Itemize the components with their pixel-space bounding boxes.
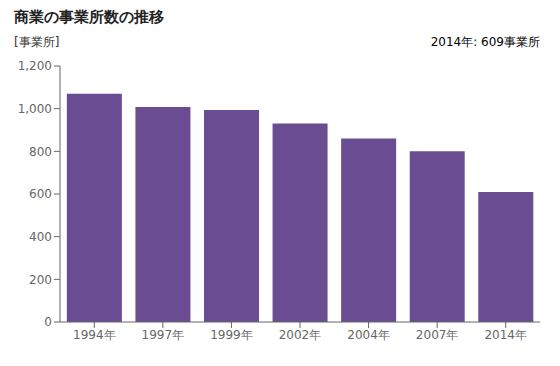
svg-text:400: 400 — [29, 230, 52, 244]
svg-text:2014年: 2014年 — [484, 328, 527, 342]
svg-text:2007年: 2007年 — [416, 328, 459, 342]
svg-text:1999年: 1999年 — [210, 328, 253, 342]
svg-text:600: 600 — [29, 187, 52, 201]
svg-text:0: 0 — [44, 315, 52, 329]
html-text:2014年: 609事業所: 2014年: 609事業所 — [430, 35, 540, 49]
svg-text:200: 200 — [29, 273, 52, 287]
svg-text:2004年: 2004年 — [347, 328, 390, 342]
svg-text:800: 800 — [29, 145, 52, 159]
svg-text:1,000: 1,000 — [18, 102, 52, 116]
html-text:[事業所]: [事業所] — [14, 35, 60, 49]
html-text:商業の事業所数の推移: 商業の事業所数の推移 — [14, 8, 164, 26]
svg-text:1,200: 1,200 — [18, 59, 52, 73]
svg-text:2002年: 2002年 — [279, 328, 322, 342]
svg-text:1994年: 1994年 — [73, 328, 116, 342]
svg-text:1997年: 1997年 — [142, 328, 185, 342]
